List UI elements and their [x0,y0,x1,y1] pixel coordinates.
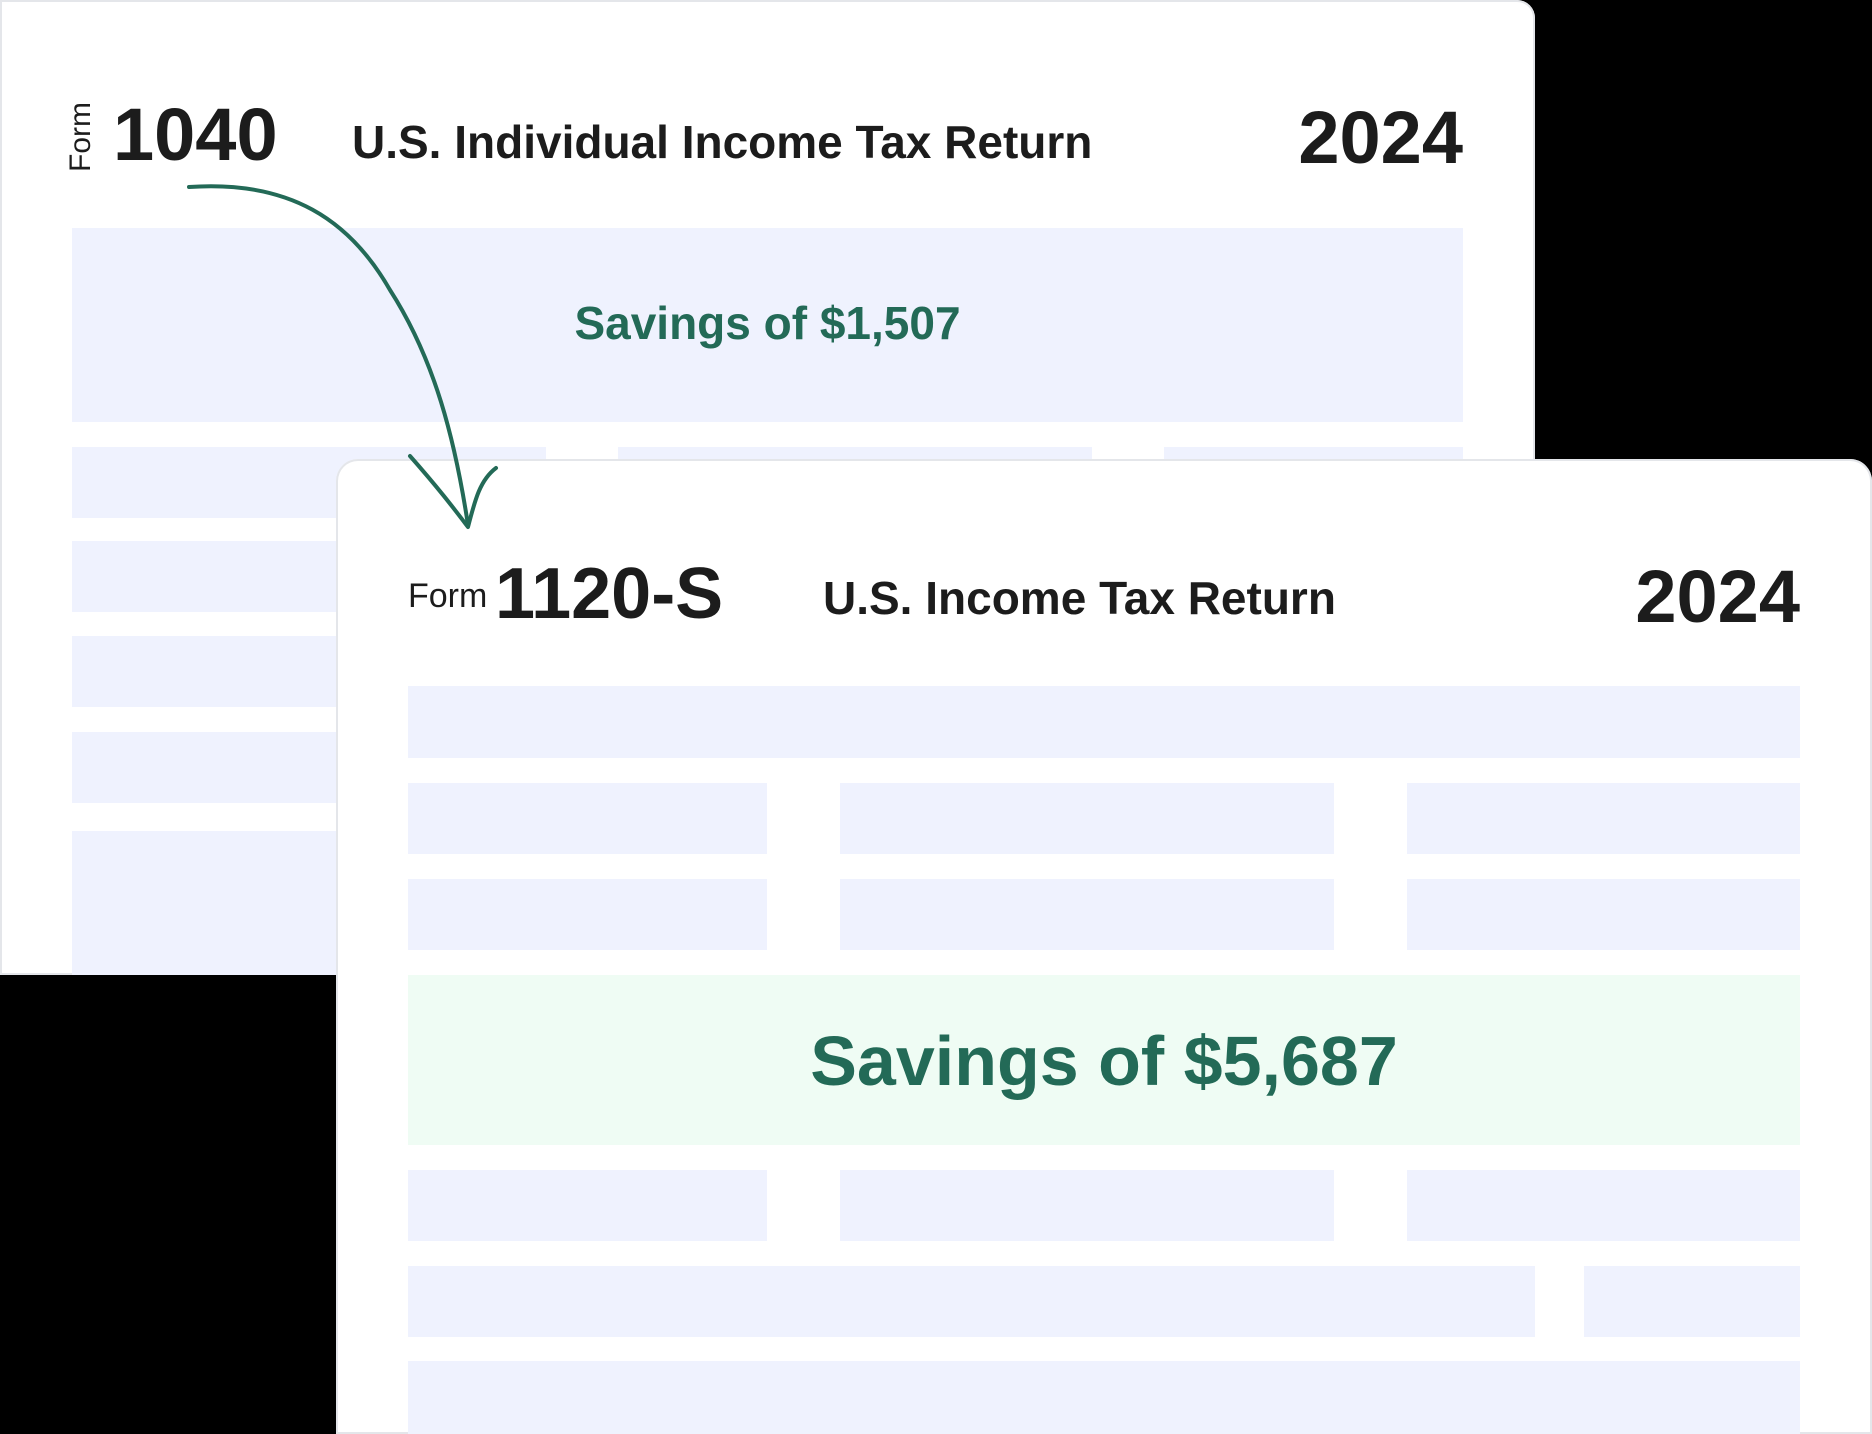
form-number: 1120-S [495,554,724,634]
form-field [408,1266,1535,1337]
savings-text: Savings of $5,687 [810,1022,1398,1100]
savings-field: Savings of $5,687 [408,975,1800,1145]
form-field [840,879,1334,950]
form-field [408,879,767,950]
form-field [72,541,372,612]
form-field [840,783,1334,854]
form-label: Form [408,577,488,615]
form-label: Form [64,102,97,172]
savings-field: Savings of $1,507 [72,228,1463,422]
form-field [408,1170,767,1241]
form-title: U.S. Income Tax Return [823,572,1336,624]
form-number: 1040 [113,93,278,176]
form-field [72,831,372,975]
form-year: 2024 [1298,96,1463,179]
form-field [408,1361,1800,1434]
form-field [1407,1170,1800,1241]
form-field [1407,879,1800,950]
form-year: 2024 [1635,555,1800,638]
form-field [408,783,767,854]
savings-text: Savings of $1,507 [574,297,961,349]
form-field [1584,1266,1800,1337]
form-field [408,686,1800,758]
form-field [1407,783,1800,854]
form-field [840,1170,1334,1241]
form-field [72,636,372,707]
form-field [72,732,372,803]
form-title: U.S. Individual Income Tax Return [352,116,1093,168]
form-1120s-card: Form 1120-S U.S. Income Tax Return 2024 … [336,459,1872,1434]
